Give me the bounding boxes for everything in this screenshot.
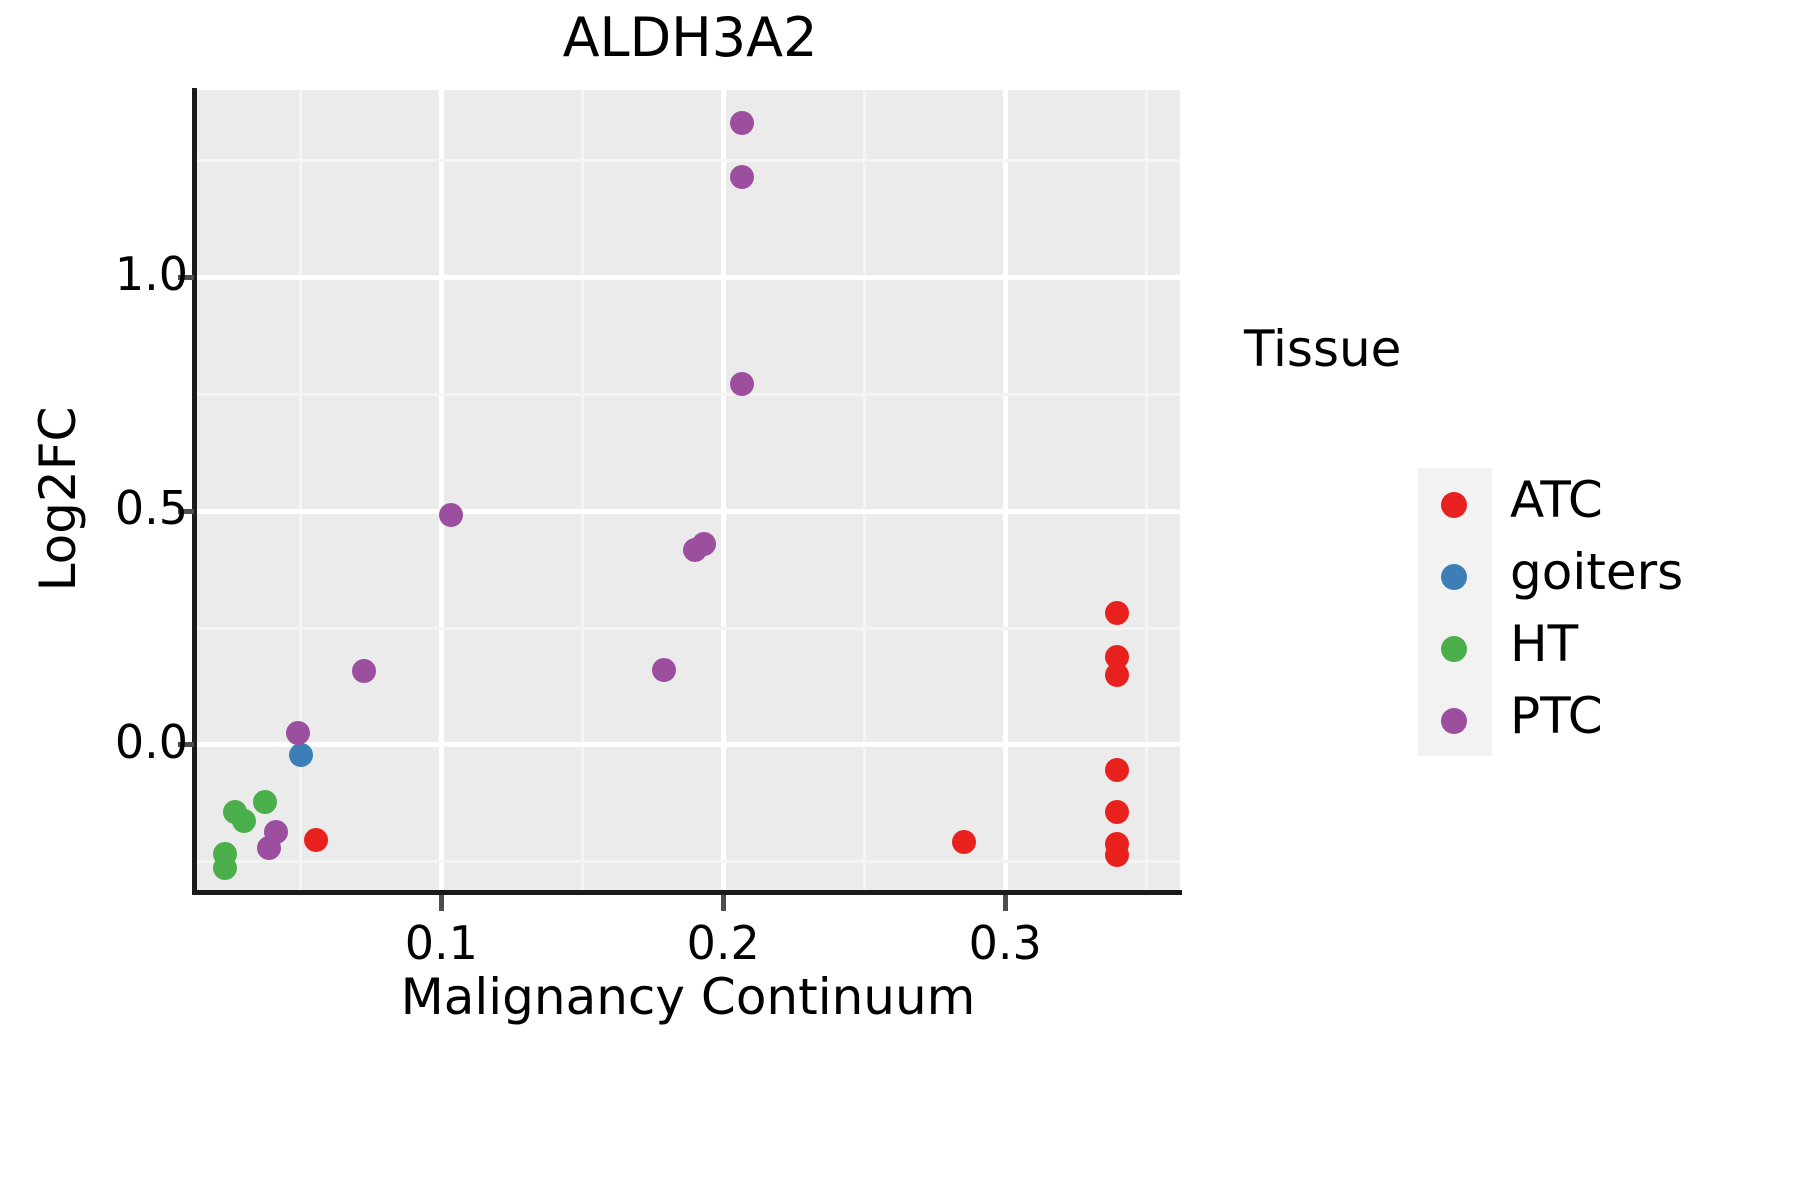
y-tick — [178, 508, 194, 514]
x-tick-label: 0.1 — [404, 916, 478, 970]
data-point — [730, 371, 755, 396]
y-axis-line — [192, 88, 197, 894]
y-tick-label: 0.5 — [114, 481, 188, 536]
x-tick-label: 0.2 — [686, 916, 760, 970]
gridline-horizontal — [196, 742, 1180, 748]
data-point — [212, 855, 237, 880]
legend-item-label: ATC — [1510, 471, 1603, 529]
x-tick-label: 0.3 — [968, 916, 1042, 970]
gridline-horizontal — [196, 274, 1180, 280]
plot-panel — [196, 90, 1180, 890]
data-point — [1104, 799, 1129, 824]
data-point — [304, 828, 329, 853]
legend-swatch-icon — [1441, 492, 1467, 518]
legend-item-ptc[interactable]: PTC — [1418, 684, 1800, 756]
gridline-horizontal — [196, 860, 1180, 864]
gridline-vertical — [1002, 90, 1008, 890]
x-axis-line — [192, 890, 1182, 895]
y-tick-label: 0.0 — [114, 714, 188, 769]
gridline-horizontal — [196, 508, 1180, 514]
gridline-vertical — [862, 90, 866, 890]
data-point — [1104, 843, 1129, 868]
data-point — [683, 537, 708, 562]
data-point — [1104, 758, 1129, 783]
data-point — [231, 809, 256, 834]
y-tick — [178, 274, 194, 280]
legend-title: Tissue — [1244, 320, 1402, 378]
legend: Tissue ATC goiters HT PTC — [1230, 320, 1683, 756]
gridline-vertical — [580, 90, 584, 890]
page-title: ALDH3A2 — [562, 6, 818, 69]
gridline-horizontal — [196, 158, 1180, 162]
data-point — [730, 110, 755, 135]
gridline-horizontal — [196, 392, 1180, 396]
data-point — [1104, 662, 1129, 687]
legend-swatch-icon — [1441, 708, 1467, 734]
legend-swatch-icon — [1441, 636, 1467, 662]
gridline-horizontal — [196, 626, 1180, 630]
legend-item-label: HT — [1510, 615, 1579, 673]
y-tick-label: 1.0 — [114, 247, 188, 302]
gridline-vertical — [720, 90, 726, 890]
gridline-vertical — [438, 90, 444, 890]
x-tick — [720, 895, 726, 911]
x-tick — [438, 895, 444, 911]
data-point — [439, 503, 464, 528]
legend-swatch-icon — [1441, 564, 1467, 590]
data-point — [730, 164, 755, 189]
y-tick — [178, 742, 194, 748]
y-axis-title: Log2FC — [29, 406, 87, 592]
legend-item-label: goiters — [1510, 543, 1684, 601]
data-point — [285, 720, 310, 745]
data-point — [1104, 600, 1129, 625]
x-axis-title: Malignancy Continuum — [400, 968, 976, 1026]
legend-item-ht[interactable]: HT — [1418, 612, 1800, 684]
x-tick — [1002, 895, 1008, 911]
gridline-vertical — [1144, 90, 1148, 890]
data-point — [952, 829, 977, 854]
data-point — [351, 658, 376, 683]
data-point — [253, 789, 278, 814]
gridline-vertical — [298, 90, 302, 890]
data-point — [257, 835, 282, 860]
legend-item-goiters[interactable]: goiters — [1418, 540, 1800, 612]
legend-item-atc[interactable]: ATC — [1418, 468, 1800, 540]
data-point — [288, 742, 313, 767]
legend-item-label: PTC — [1510, 687, 1603, 745]
data-point — [652, 657, 677, 682]
